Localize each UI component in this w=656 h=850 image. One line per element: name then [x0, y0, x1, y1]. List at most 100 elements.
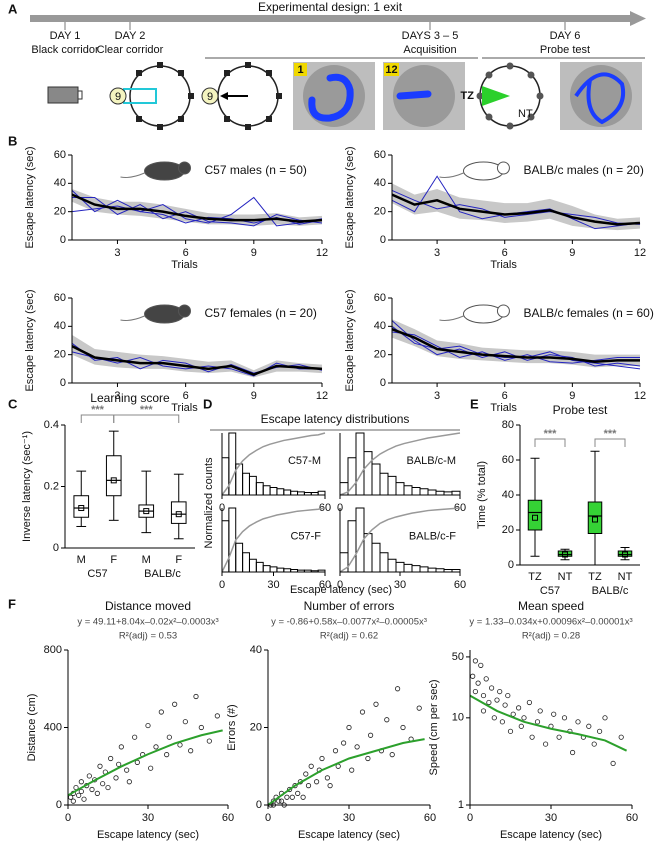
scatter-point — [78, 779, 84, 785]
scatter-point — [480, 708, 487, 714]
day-label: Probe test — [540, 44, 590, 56]
significance-bracket — [80, 414, 115, 423]
x-tick-label: 9 — [251, 247, 257, 259]
scatter-point — [499, 719, 505, 725]
scatter-point — [198, 724, 204, 731]
y-tick-label: 80 — [502, 419, 514, 431]
y-tick-label: 0 — [56, 799, 62, 811]
mouse-icon — [144, 304, 185, 324]
day: DAYS 3 – 5 — [402, 30, 459, 42]
scatter-point — [365, 755, 371, 762]
y-tick-label: 0 — [380, 377, 386, 389]
scatter-point — [188, 748, 194, 754]
trial-label: 1 — [297, 64, 303, 76]
y-tick-label: 50 — [452, 651, 464, 663]
x-tick-label: 60 — [424, 812, 436, 824]
x-tick-label: F — [110, 554, 117, 566]
y-tick-label: 20 — [374, 206, 386, 218]
chart-title: Number of errors — [304, 599, 395, 613]
y-tick-label: 40 — [374, 177, 386, 189]
x-tick-label: 60 — [626, 812, 638, 824]
exit-label: 9 — [115, 91, 121, 103]
mouse-icon — [178, 304, 191, 318]
mean-marker — [592, 516, 598, 523]
histogram-bar — [269, 487, 278, 495]
histogram-bar — [411, 487, 421, 495]
scatter-point — [340, 740, 347, 746]
corridor-exit — [77, 90, 83, 100]
scatter-point — [126, 779, 132, 785]
histogram-bar — [435, 490, 445, 495]
trial-label: 12 — [385, 64, 397, 76]
scatter-point — [529, 734, 535, 740]
x-tick-label: 6 — [502, 247, 508, 259]
band — [72, 334, 322, 378]
panel-d-title: Escape latency distributions — [261, 412, 410, 426]
series-line — [71, 190, 323, 227]
x-axis-label: Trials — [490, 402, 517, 414]
scatter-point — [491, 715, 497, 721]
scatter-point — [319, 755, 325, 762]
scatter-point — [153, 744, 159, 750]
scatter-point — [610, 760, 616, 767]
scatter-point — [472, 658, 478, 664]
histogram-bar — [363, 451, 373, 495]
trial-badge — [294, 63, 307, 76]
scatter-point — [70, 798, 76, 804]
histogram-bar — [403, 485, 413, 495]
scatter-point — [148, 765, 154, 771]
scatter-point — [534, 719, 541, 725]
x-tick-label: 12 — [634, 390, 646, 402]
group-label: C57 — [540, 585, 560, 597]
x-tick-label: 0 — [219, 579, 225, 591]
y-tick-label: 0 — [508, 559, 514, 571]
scatter-point — [286, 786, 293, 793]
chart-title: BALB/c-M — [406, 455, 456, 467]
series-line — [391, 193, 641, 226]
day: DAY 6 — [550, 30, 581, 42]
x-axis-label: Trials — [490, 259, 517, 271]
mouse-icon — [178, 161, 191, 175]
timeline-arrow — [30, 15, 630, 22]
zone-label: NT — [518, 108, 533, 120]
mean-marker — [78, 505, 85, 512]
y-tick-label: 40 — [502, 489, 514, 501]
y-tick-label: 0 — [256, 799, 262, 811]
scatter-point — [86, 773, 92, 779]
scatter-point — [89, 786, 95, 793]
band — [72, 189, 322, 226]
x-tick-label: 9 — [251, 390, 257, 402]
histogram-bar — [248, 558, 257, 572]
fit-equation: y = 49.11+8.04x–0.02x²–0.0003x³ — [77, 617, 218, 628]
mouse-icon — [496, 304, 510, 318]
scatter-point — [470, 673, 476, 679]
cumulative-line — [221, 432, 326, 496]
x-tick-label: 12 — [316, 247, 328, 259]
histogram-bar — [242, 472, 250, 495]
y-tick-label: 60 — [54, 149, 66, 161]
timeline-arrow-head — [630, 11, 646, 26]
scatter-point — [94, 790, 100, 796]
x-tick-label: 30 — [394, 579, 406, 591]
day: DAY 2 — [115, 30, 146, 42]
y-tick-label: 60 — [502, 454, 514, 466]
y-tick-label: 800 — [44, 644, 62, 656]
histogram-bar — [387, 475, 397, 495]
x-tick-label: F — [175, 554, 182, 566]
scatter-point — [105, 784, 111, 791]
exit-marker — [201, 87, 219, 105]
histogram-bar — [371, 542, 381, 572]
scatter-point — [586, 723, 592, 729]
y-tick-label: 0 — [60, 377, 66, 389]
x-tick-label: 30 — [545, 812, 557, 824]
y-tick-label: 60 — [54, 292, 66, 304]
scatter-point — [556, 734, 562, 740]
scatter-point — [475, 680, 481, 686]
fit-line — [267, 738, 425, 806]
mouse-icon — [496, 161, 510, 175]
box — [73, 495, 90, 518]
histogram-bar — [427, 489, 437, 495]
scatter-point — [270, 798, 276, 804]
y-axis-label: Escape latency (sec) — [24, 146, 36, 248]
scatter-point — [394, 686, 401, 692]
